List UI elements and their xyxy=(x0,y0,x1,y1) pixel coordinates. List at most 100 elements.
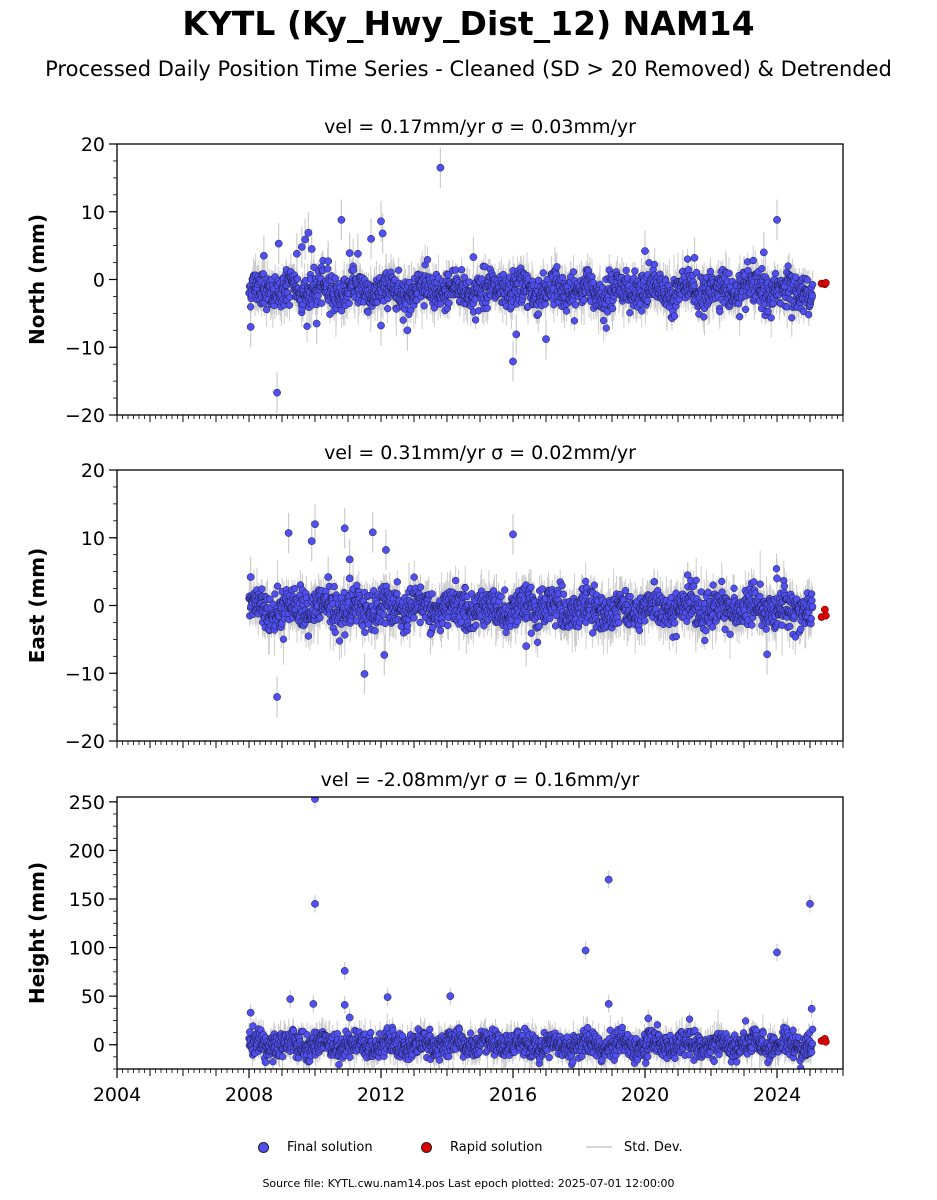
final-point xyxy=(262,305,271,314)
final-point-outlier xyxy=(377,321,385,330)
final-solution-points xyxy=(245,163,817,397)
final-point-outlier xyxy=(773,216,781,224)
y-tick-label: 0 xyxy=(93,270,105,292)
y-tick-label: −10 xyxy=(65,337,105,359)
final-point-outlier xyxy=(641,247,649,255)
final-point xyxy=(384,304,392,313)
final-point xyxy=(247,303,255,311)
final-point xyxy=(771,269,780,278)
final-point-outlier xyxy=(297,243,306,251)
final-point xyxy=(337,307,346,315)
final-point xyxy=(690,281,698,290)
final-point xyxy=(792,273,800,281)
final-point-outlier xyxy=(354,249,362,258)
final-point xyxy=(399,316,407,324)
final-point xyxy=(805,311,813,319)
panel-1: −20 −10 0 10 20 North (mm) vel = 0.17mm/yr σ =… xyxy=(25,116,844,427)
final-point xyxy=(553,263,561,271)
final-point xyxy=(539,269,547,277)
final-point-outlier xyxy=(301,235,309,244)
final-point xyxy=(808,280,817,289)
data-series-final xyxy=(245,147,830,413)
final-point xyxy=(725,269,733,277)
final-point xyxy=(345,299,353,308)
final-point xyxy=(764,307,772,316)
final-point xyxy=(626,309,634,317)
final-point xyxy=(444,271,453,279)
final-point xyxy=(608,304,617,313)
final-point xyxy=(534,276,543,284)
final-point xyxy=(259,270,267,278)
final-point-outlier xyxy=(273,388,281,397)
final-point-outlier xyxy=(509,357,517,366)
final-point-outlier xyxy=(690,253,699,262)
chart-title: KYTL (Ky_Hwy_Dist_12) NAM14 xyxy=(182,4,755,43)
data-series-final xyxy=(245,503,830,718)
y-tick-label: 10 xyxy=(81,202,105,224)
final-point xyxy=(318,299,326,307)
final-point xyxy=(741,305,750,314)
final-point xyxy=(603,308,612,316)
final-point-outlier xyxy=(759,248,768,257)
final-point-outlier xyxy=(436,163,445,172)
final-point xyxy=(631,267,639,275)
final-point-outlier xyxy=(377,217,385,226)
final-point-outlier xyxy=(337,216,346,224)
chart-subtitle: Processed Daily Position Time Series - C… xyxy=(45,57,892,81)
final-point xyxy=(670,312,679,320)
final-point xyxy=(808,292,816,300)
y-tick-label: −20 xyxy=(65,405,105,427)
final-point xyxy=(423,256,432,264)
y-axis-label: North (mm) xyxy=(25,214,49,345)
final-point xyxy=(767,314,775,322)
final-point xyxy=(602,324,610,332)
final-point-outlier xyxy=(542,335,550,343)
final-point-outlier xyxy=(293,249,301,258)
x-axis xyxy=(116,415,844,422)
final-point xyxy=(562,307,571,315)
final-point xyxy=(293,275,302,283)
final-point xyxy=(803,276,811,284)
final-point xyxy=(589,278,598,287)
final-point xyxy=(569,268,578,276)
final-point-outlier xyxy=(274,239,283,248)
final-point xyxy=(314,292,322,300)
final-point-outlier xyxy=(469,253,478,261)
final-point xyxy=(706,267,715,276)
final-point-outlier xyxy=(246,323,255,331)
final-point xyxy=(534,310,542,318)
final-point xyxy=(349,266,358,274)
final-point-outlier xyxy=(378,229,387,238)
final-point-outlier xyxy=(307,245,316,253)
final-point-outlier xyxy=(367,235,375,243)
final-point xyxy=(643,297,652,305)
final-point xyxy=(471,316,480,324)
final-point xyxy=(692,268,701,277)
final-point xyxy=(716,307,724,316)
rapid-solution-points xyxy=(817,279,830,289)
final-point xyxy=(650,260,659,269)
final-point xyxy=(736,313,744,321)
final-point xyxy=(622,266,630,275)
final-point xyxy=(458,266,466,274)
y-axis: −20 −10 0 10 20 xyxy=(65,134,117,427)
final-point xyxy=(285,301,294,309)
final-point xyxy=(570,317,579,325)
final-point xyxy=(483,304,491,312)
y-tick-label: 20 xyxy=(81,134,105,156)
final-point xyxy=(599,316,608,325)
final-point-outlier xyxy=(324,257,333,266)
final-point xyxy=(638,307,646,315)
final-point xyxy=(749,256,757,265)
final-point xyxy=(580,296,588,304)
final-point xyxy=(758,264,766,273)
final-point xyxy=(303,322,311,330)
final-point xyxy=(571,301,580,309)
rapid-point xyxy=(821,279,830,287)
final-point xyxy=(784,262,792,270)
final-point xyxy=(323,265,332,273)
final-point xyxy=(364,308,372,316)
final-point xyxy=(394,266,403,274)
final-point-outlier xyxy=(312,319,321,328)
